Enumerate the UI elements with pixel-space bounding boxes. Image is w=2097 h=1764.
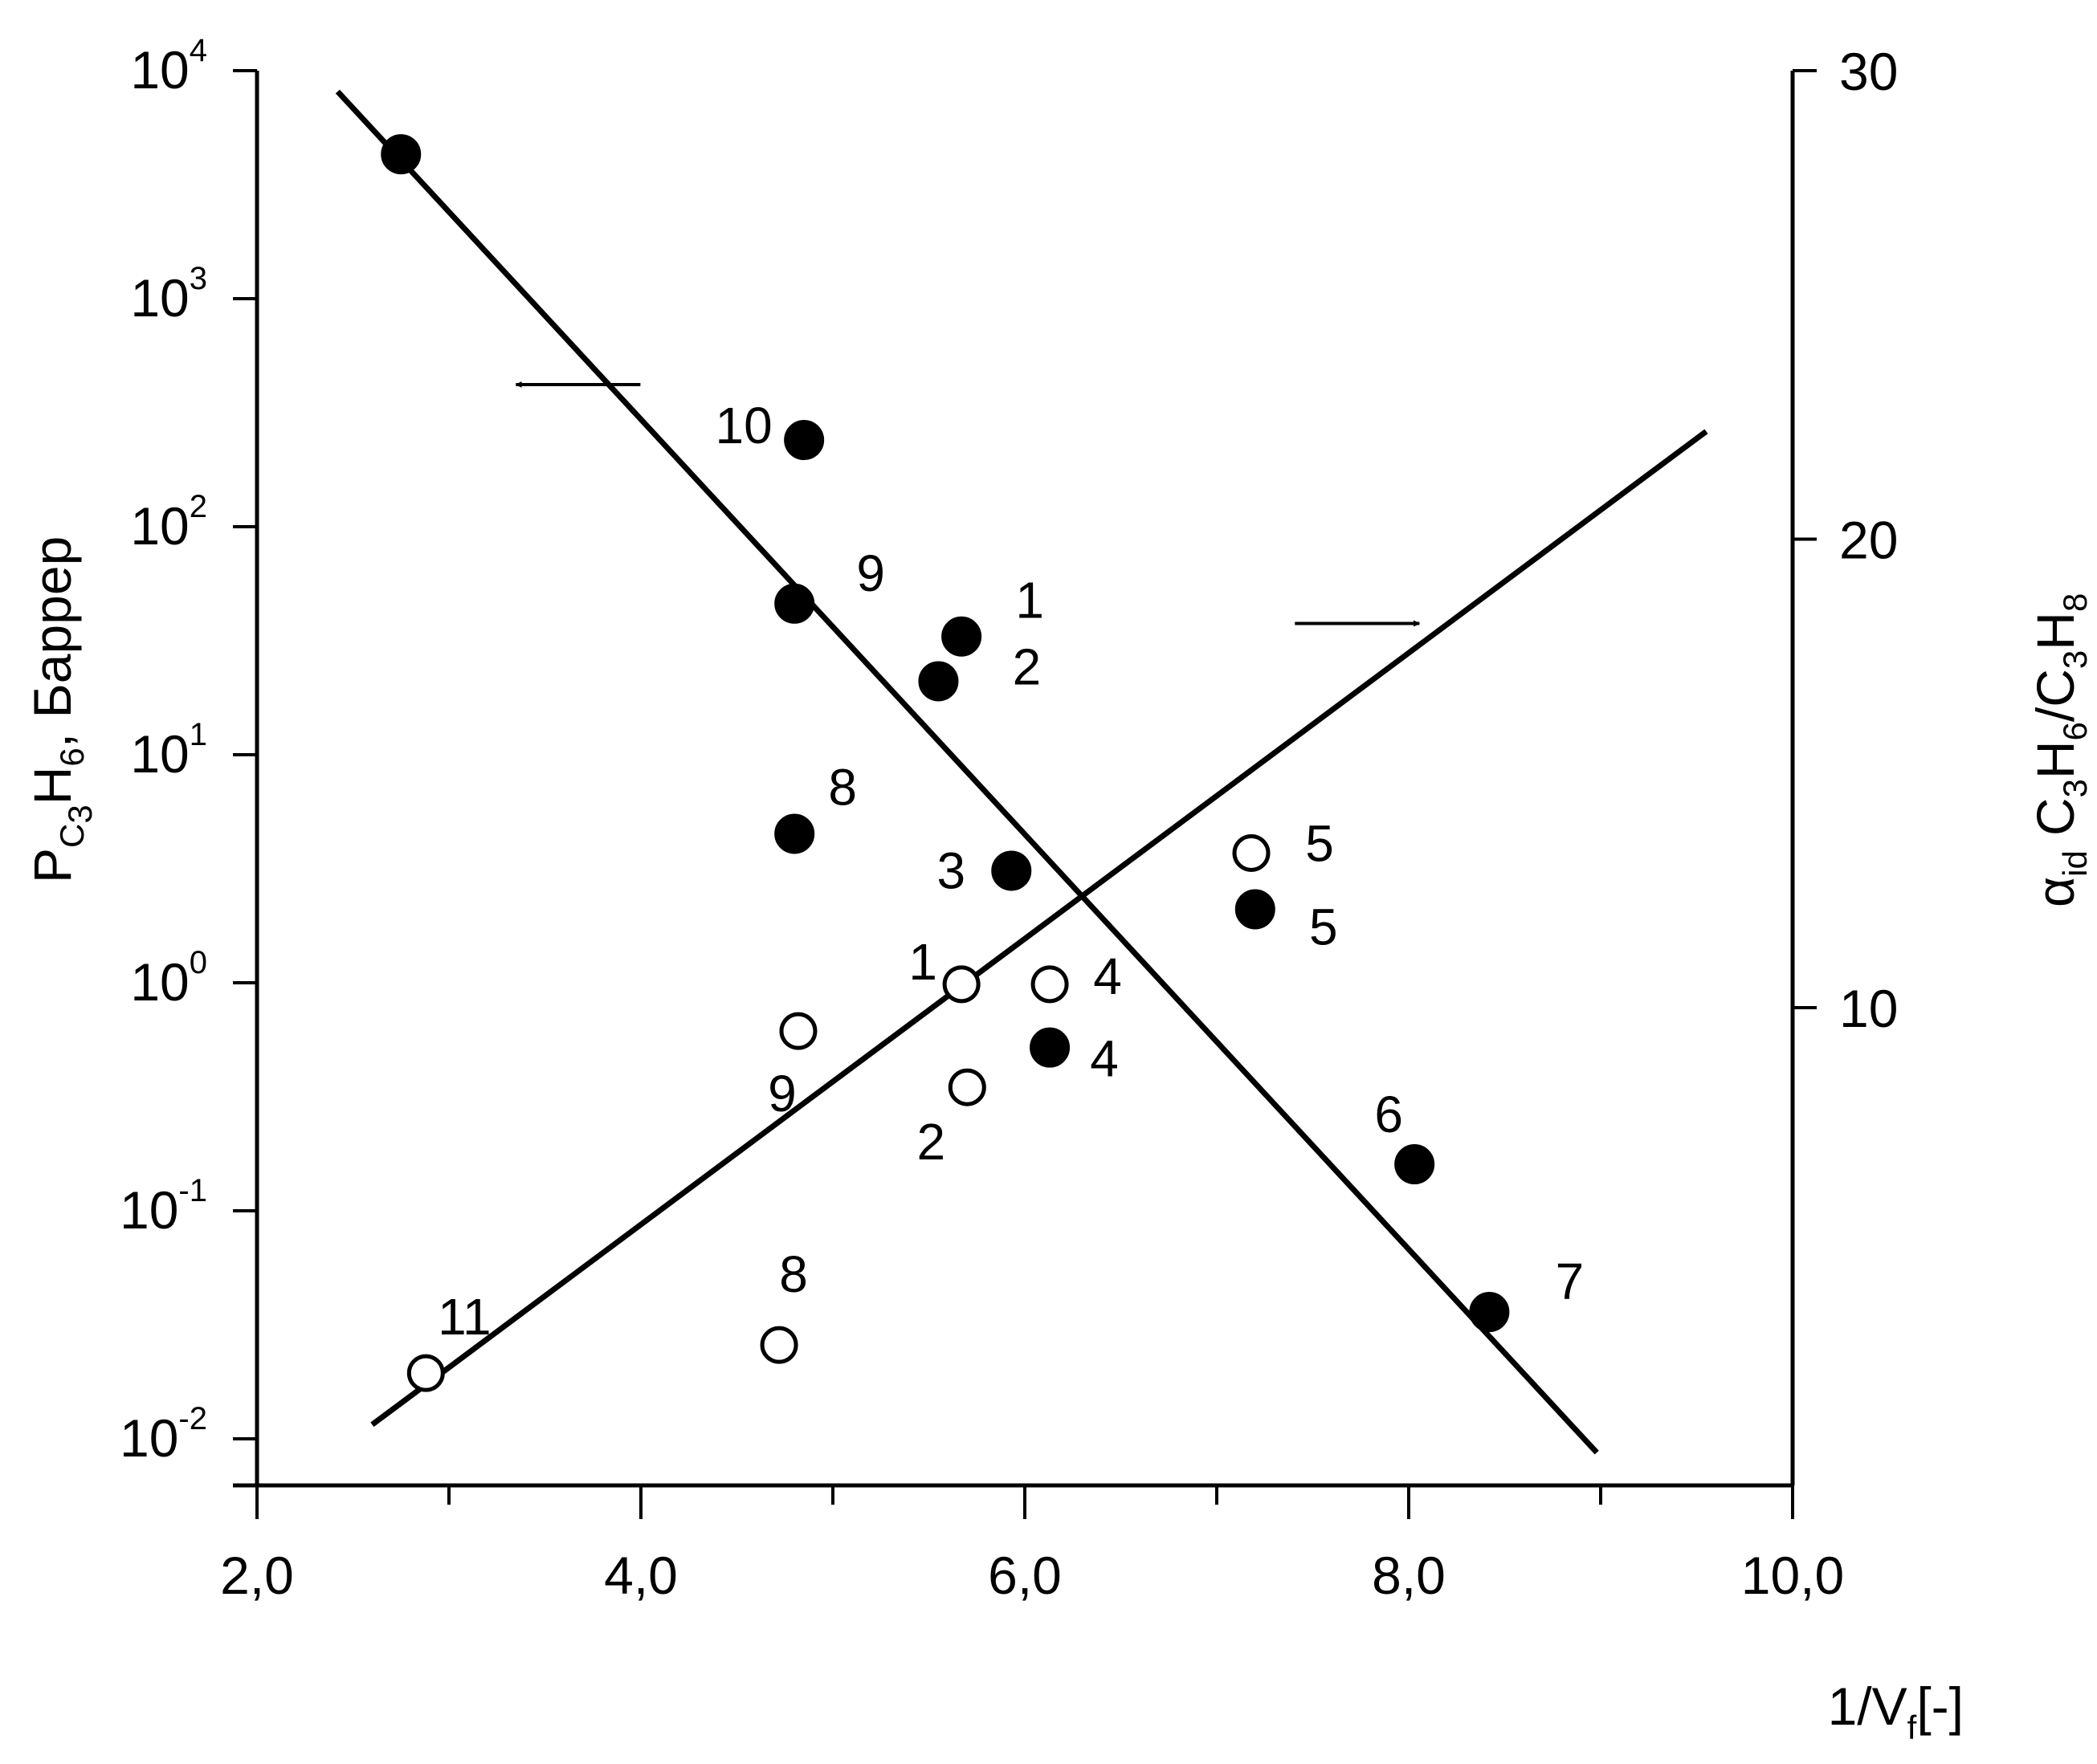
y-left-tick-label: 102 bbox=[130, 489, 207, 556]
point-label: 5 bbox=[1305, 814, 1334, 872]
x-tick-label: 10,0 bbox=[1741, 1546, 1844, 1605]
point-label: 4 bbox=[1093, 947, 1122, 1005]
point-label: 2 bbox=[917, 1113, 946, 1171]
y-left-tick-label: 10-1 bbox=[120, 1173, 207, 1240]
point-label: 1 bbox=[908, 933, 937, 991]
open-data-point bbox=[948, 1068, 986, 1106]
y-right-tick-label: 20 bbox=[1839, 511, 1898, 570]
x-tick-label: 2,0 bbox=[220, 1546, 294, 1605]
y-right-tick-label: 30 bbox=[1839, 42, 1898, 101]
selectivity-trend-line bbox=[370, 429, 1708, 1428]
point-label: 9 bbox=[768, 1065, 797, 1122]
point-label: 2 bbox=[1013, 638, 1042, 695]
open-data-point bbox=[760, 1326, 798, 1364]
y-left-tick-label: 104 bbox=[130, 33, 207, 100]
filled-data-point bbox=[784, 420, 825, 461]
filled-data-point bbox=[774, 813, 815, 854]
point-label: 5 bbox=[1309, 898, 1338, 955]
point-label: 3 bbox=[936, 841, 965, 899]
filled-data-point bbox=[918, 661, 959, 702]
y-left-tick-label: 103 bbox=[130, 261, 207, 328]
open-data-point bbox=[406, 1354, 445, 1392]
y-left-tick-label: 100 bbox=[130, 945, 207, 1012]
y-left-tick-label: 101 bbox=[130, 717, 207, 784]
point-label: 7 bbox=[1556, 1253, 1585, 1310]
y-right-tick-label: 10 bbox=[1839, 979, 1898, 1038]
open-data-point bbox=[1232, 833, 1271, 872]
filled-data-point bbox=[991, 850, 1032, 891]
x-tick-label: 4,0 bbox=[604, 1546, 678, 1605]
y-left-tick-label: 10-2 bbox=[120, 1401, 207, 1468]
point-label: 11 bbox=[438, 1288, 491, 1346]
filled-data-point bbox=[1030, 1027, 1071, 1068]
point-label: 6 bbox=[1374, 1086, 1403, 1143]
open-data-point bbox=[1030, 965, 1069, 1004]
filled-data-point bbox=[774, 583, 815, 624]
point-label: 10 bbox=[716, 397, 773, 454]
open-data-point bbox=[942, 965, 981, 1004]
filled-data-point bbox=[381, 134, 422, 175]
filled-data-point bbox=[1394, 1144, 1435, 1185]
right-y-axis-title: αidC3H6/C3H8 bbox=[2026, 593, 2094, 907]
point-label: 1 bbox=[1015, 572, 1044, 629]
filled-data-point bbox=[941, 616, 982, 657]
point-label: 8 bbox=[779, 1245, 808, 1303]
x-tick-label: 8,0 bbox=[1372, 1546, 1446, 1605]
open-data-point bbox=[779, 1012, 818, 1050]
left-y-axis-title: PC3H6, Баррер bbox=[22, 536, 99, 883]
filled-data-point bbox=[1469, 1292, 1510, 1333]
x-tick-label: 6,0 bbox=[988, 1546, 1062, 1605]
point-label: 9 bbox=[856, 544, 885, 602]
permeability-trend-line bbox=[335, 89, 1599, 1455]
filled-data-point bbox=[1234, 889, 1275, 930]
x-axis-title: 1/Vf[-] bbox=[1828, 1676, 1964, 1746]
point-label: 4 bbox=[1090, 1030, 1119, 1088]
point-label: 8 bbox=[828, 758, 857, 816]
